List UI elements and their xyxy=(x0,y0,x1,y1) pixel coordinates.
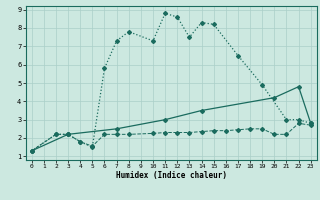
X-axis label: Humidex (Indice chaleur): Humidex (Indice chaleur) xyxy=(116,171,227,180)
